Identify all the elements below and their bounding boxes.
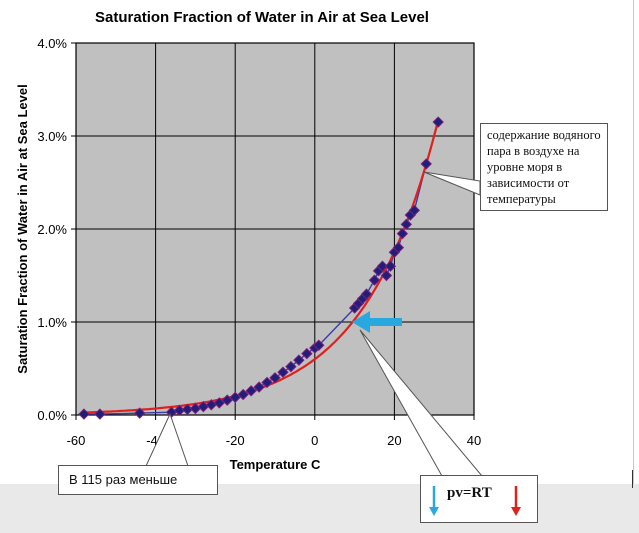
x-tick-label: 20	[387, 433, 401, 448]
data-points	[78, 116, 444, 420]
data-point	[293, 354, 305, 366]
data-point	[277, 366, 289, 378]
equation-note-callout: pv=RT	[420, 475, 538, 523]
y-tick-label: 2.0%	[37, 222, 67, 237]
data-point	[213, 397, 225, 409]
x-tick-label: -20	[226, 433, 245, 448]
ru-note-text: содержание водяного пара в воздухе на ур…	[487, 128, 601, 206]
y-tick-label: 0.0%	[37, 408, 67, 423]
x-tick-label: 0	[311, 433, 318, 448]
down-arrow-blue-icon	[429, 486, 439, 516]
data-point	[360, 288, 373, 300]
data-point	[245, 385, 257, 397]
x-axis-label: Temperature C	[230, 457, 321, 472]
y-axis-label: Saturation Fraction of Water in Air at S…	[15, 84, 30, 373]
data-point	[376, 260, 389, 272]
data-point	[396, 227, 409, 240]
data-point	[269, 372, 281, 384]
data-point	[420, 158, 432, 170]
ratio-note-callout: В 115 раз меньше	[58, 465, 218, 495]
chart-title: Saturation Fraction of Water in Air at S…	[95, 9, 429, 26]
equation-arrows	[429, 486, 521, 516]
data-point	[301, 347, 313, 360]
ratio-note-text: В 115 раз меньше	[69, 472, 178, 487]
data-point	[400, 218, 413, 231]
data-point	[94, 408, 106, 420]
x-tick-label: -60	[67, 433, 86, 448]
data-point	[432, 116, 444, 128]
y-tick-label: 3.0%	[37, 129, 67, 144]
data-point	[368, 274, 381, 286]
data-point	[78, 408, 90, 420]
y-tick-label: 1.0%	[37, 315, 67, 330]
data-point	[237, 388, 249, 401]
data-point	[384, 260, 397, 272]
plot-frame	[75, 42, 475, 416]
data-point	[261, 376, 273, 389]
data-point	[313, 339, 325, 351]
ru-note-callout: содержание водяного пара в воздухе на ур…	[480, 123, 608, 211]
right-margin	[489, 0, 639, 484]
data-point	[253, 381, 265, 393]
equation-text: pv=RT	[447, 485, 492, 501]
data-point	[221, 394, 233, 406]
tick-labels: -60 -40 -20 0 20 400.0%1.0%2.0%3.0%4.0%	[37, 36, 481, 448]
text-cursor	[632, 470, 633, 488]
right-border	[633, 0, 634, 484]
data-point	[133, 407, 146, 419]
x-tick-label: 40	[467, 433, 481, 448]
data-point	[392, 241, 405, 254]
y-tick-label: 4.0%	[37, 36, 67, 51]
axes	[71, 42, 475, 420]
data-point	[285, 360, 297, 373]
data-point	[408, 204, 421, 217]
down-arrow-red-icon	[511, 486, 521, 516]
pointer-arrow	[352, 311, 402, 333]
data-point	[229, 391, 241, 404]
data-point	[380, 269, 393, 282]
